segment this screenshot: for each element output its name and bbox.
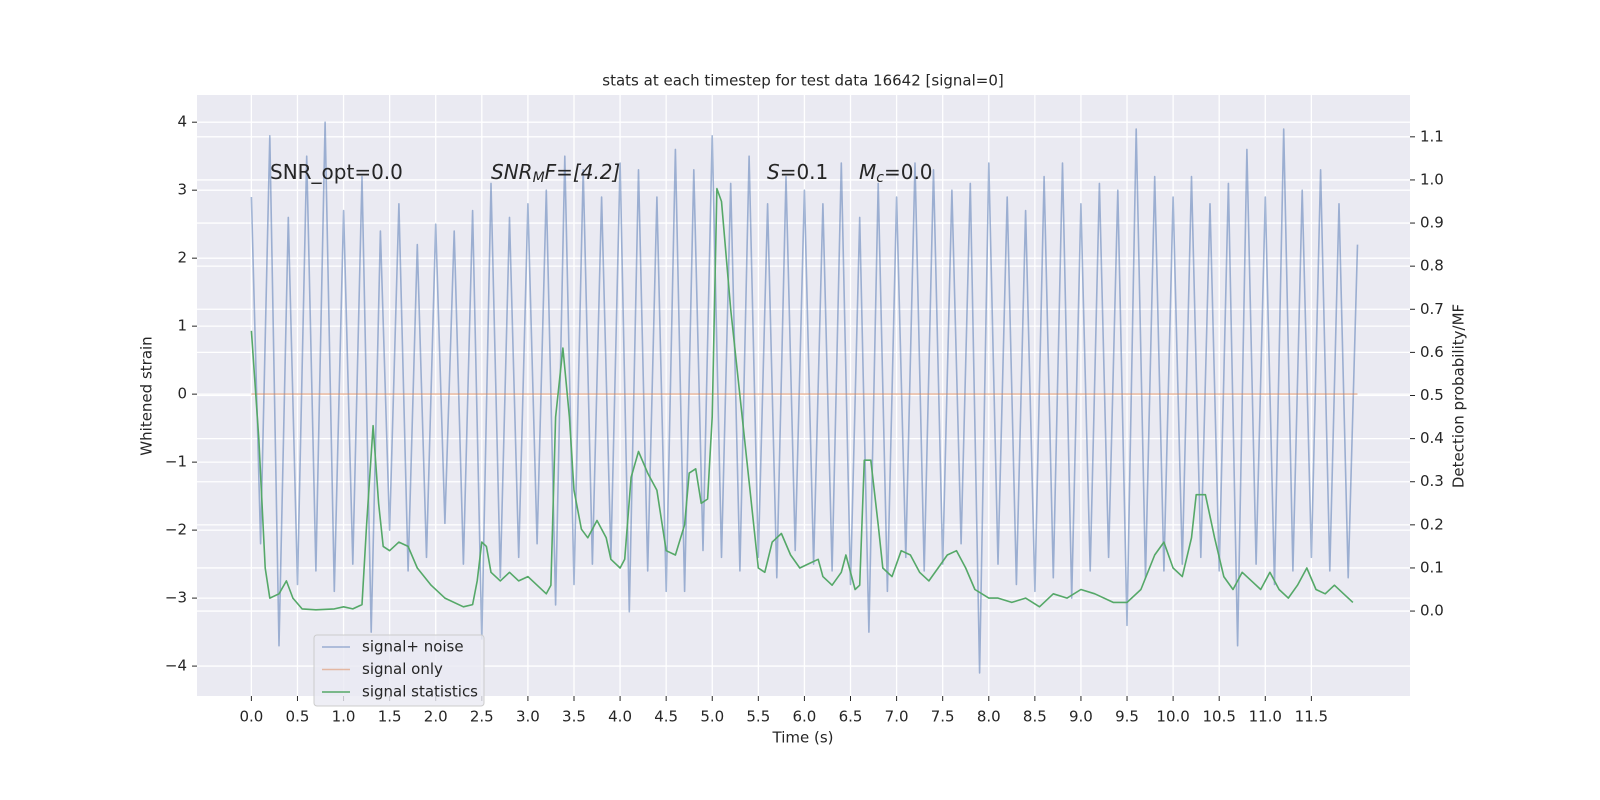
annotation-italic: SNR <box>491 160 533 184</box>
series-line <box>250 121 1359 674</box>
x-tick-label: 11.5 <box>1295 708 1328 726</box>
x-tick-label: 6.0 <box>792 708 816 726</box>
x-tick-label: 5.5 <box>746 708 770 726</box>
y-tick-label: 1 <box>177 317 187 335</box>
x-tick-label: 10.0 <box>1156 708 1189 726</box>
chart-title: stats at each timestep for test data 166… <box>602 72 1003 90</box>
x-axis-label: Time (s) <box>772 729 834 747</box>
y-tick-label: 4 <box>177 113 187 131</box>
annotation-text: SNR_opt=0.0 <box>270 160 403 184</box>
legend-label: signal only <box>362 660 443 678</box>
y2-tick-label: 0.6 <box>1420 343 1444 361</box>
y-tick-label: −3 <box>165 589 187 607</box>
annotation-text: F=[4.2] <box>545 160 621 184</box>
x-tick-label: 4.0 <box>608 708 632 726</box>
x-tick-label: 0.0 <box>239 708 263 726</box>
annotation: SNR_opt=0.0 <box>270 160 403 184</box>
marks <box>250 121 1359 674</box>
axes: 0.0 0.5 1.0 1.5 2.0 2.5 3.0 3.5 4.0 4.5 5.0 5.5 6.0 6… <box>165 113 1444 726</box>
y2-tick-label: 0.8 <box>1420 257 1444 275</box>
annotation: S=0.1 <box>767 160 828 184</box>
x-tick-label: 8.0 <box>977 708 1001 726</box>
y2-tick-label: 1.0 <box>1420 170 1444 188</box>
x-tick-label: 6.5 <box>839 708 863 726</box>
y2-tick-label: 0.4 <box>1420 429 1444 447</box>
annotations: SNR_opt=0.0 SNRMF=[4.2] S=0.1 Mc=0.0 <box>270 160 933 187</box>
x-tick-label: 4.5 <box>654 708 678 726</box>
y-tick-label: −4 <box>165 657 187 675</box>
y-axis-label: Whitened strain <box>138 336 156 455</box>
y-tick-label: 3 <box>177 181 187 199</box>
x-tick-label: 2.5 <box>470 708 494 726</box>
x-tick-label: 11.0 <box>1249 708 1282 726</box>
annotation-sub: M <box>533 170 545 186</box>
annotation-italic: M <box>859 160 876 184</box>
series-line <box>250 187 1354 611</box>
x-tick-label: 0.5 <box>286 708 310 726</box>
annotation-sub: c <box>876 170 884 186</box>
y2-tick-label: 0.5 <box>1420 386 1444 404</box>
y-tick-label: −1 <box>165 453 187 471</box>
legend: signal+ noise signal only signal statistic… <box>313 634 485 707</box>
y2-tick-label: 0.0 <box>1420 602 1444 620</box>
y2-axis-label: Detection probability/MF <box>1450 304 1468 488</box>
x-tick-label: 9.5 <box>1115 708 1139 726</box>
legend-box <box>313 634 485 707</box>
x-tick-label: 2.0 <box>424 708 448 726</box>
y2-tick-label: 0.7 <box>1420 300 1444 318</box>
annotation-text: =0.0 <box>884 160 933 184</box>
y-tick-label: −2 <box>165 521 187 539</box>
x-tick-label: 7.5 <box>931 708 955 726</box>
x-tick-label: 1.0 <box>332 708 356 726</box>
annotation-italic: S <box>767 160 780 184</box>
legend-label: signal+ noise <box>362 638 464 656</box>
y2-tick-label: 0.9 <box>1420 214 1444 232</box>
y2-tick-label: 0.2 <box>1420 515 1444 533</box>
y-tick-label: 0 <box>177 385 187 403</box>
y2-tick-label: 0.1 <box>1420 558 1444 576</box>
x-tick-label: 9.0 <box>1069 708 1093 726</box>
x-tick-label: 3.5 <box>562 708 586 726</box>
x-tick-label: 8.5 <box>1023 708 1047 726</box>
y2-tick-label: 1.1 <box>1420 127 1444 145</box>
x-tick-label: 3.0 <box>516 708 540 726</box>
x-tick-label: 10.5 <box>1202 708 1235 726</box>
x-tick-label: 5.0 <box>700 708 724 726</box>
x-tick-label: 1.5 <box>378 708 402 726</box>
annotation: Mc=0.0 <box>859 160 933 187</box>
x-tick-label: 7.0 <box>885 708 909 726</box>
y-tick-label: 2 <box>177 249 187 267</box>
legend-label: signal statistics <box>362 683 478 701</box>
y2-tick-label: 0.3 <box>1420 472 1444 490</box>
annotation-text: =0.1 <box>780 160 829 184</box>
annotation: SNRMF=[4.2] <box>491 160 620 187</box>
